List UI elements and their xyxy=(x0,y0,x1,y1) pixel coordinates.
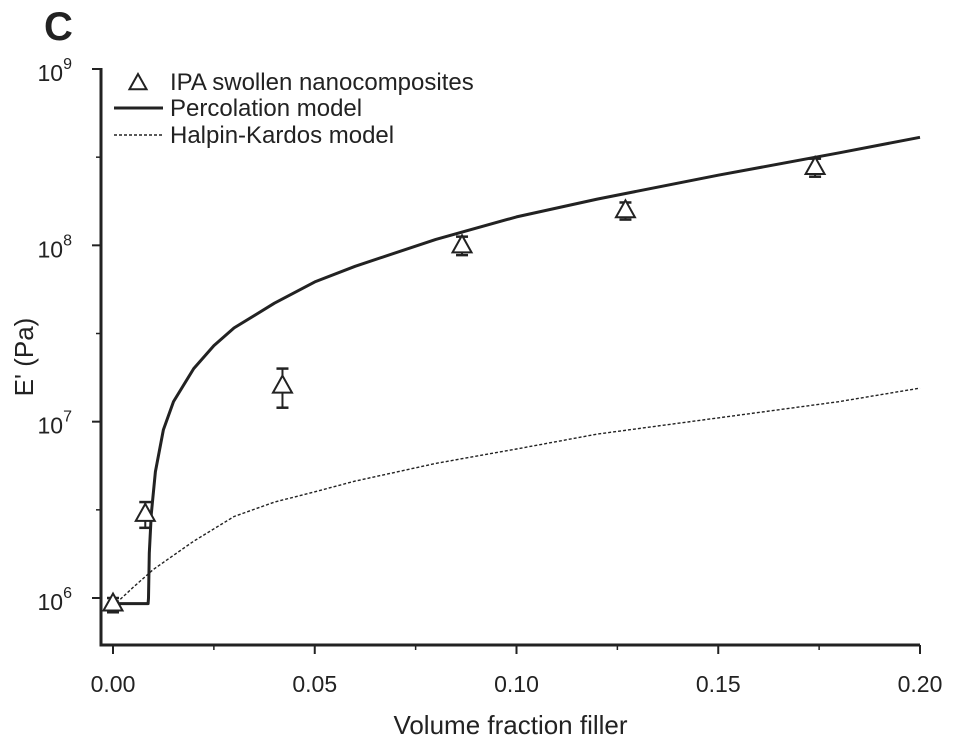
x-tick-label: 0.15 xyxy=(696,671,741,697)
x-axis-label: Volume fraction filler xyxy=(393,710,627,740)
legend: IPA swollen nanocomposites Percolation m… xyxy=(114,69,474,149)
legend-marker-triangle xyxy=(127,71,149,91)
legend-label-series-0: IPA swollen nanocomposites xyxy=(170,69,474,96)
x-tick-label: 0.00 xyxy=(91,671,136,697)
y-tick-label: 107 xyxy=(38,409,73,439)
axes xyxy=(99,68,920,647)
data-point-triangle xyxy=(803,154,827,176)
x-tick-label: 0.20 xyxy=(898,671,943,697)
y-tick-label: 108 xyxy=(38,232,73,262)
legend-label-series-2: Halpin-Kardos model xyxy=(170,122,394,149)
plot-lines xyxy=(112,135,921,607)
plot-points xyxy=(101,154,827,614)
legend-label-series-1: Percolation model xyxy=(170,95,362,122)
y-tick-label: 109 xyxy=(38,56,73,86)
y-ticks: 106 107 108 109 xyxy=(38,56,101,615)
data-point-triangle xyxy=(271,373,294,394)
data-point-triangle xyxy=(101,591,125,612)
x-tick-label: 0.05 xyxy=(292,671,337,697)
series-line-percolation xyxy=(113,135,921,606)
x-tick-label: 0.10 xyxy=(494,671,539,697)
y-axis-label: E' (Pa) xyxy=(9,318,39,397)
data-point-triangle xyxy=(450,233,474,254)
data-point-triangle xyxy=(134,501,157,522)
series-line-halpin-kardos xyxy=(112,387,921,607)
x-ticks: 0.00 0.05 0.10 0.15 0.20 xyxy=(91,645,943,697)
y-tick-label: 106 xyxy=(38,585,73,615)
panel-label: C xyxy=(44,5,73,49)
data-point-triangle xyxy=(614,198,637,219)
